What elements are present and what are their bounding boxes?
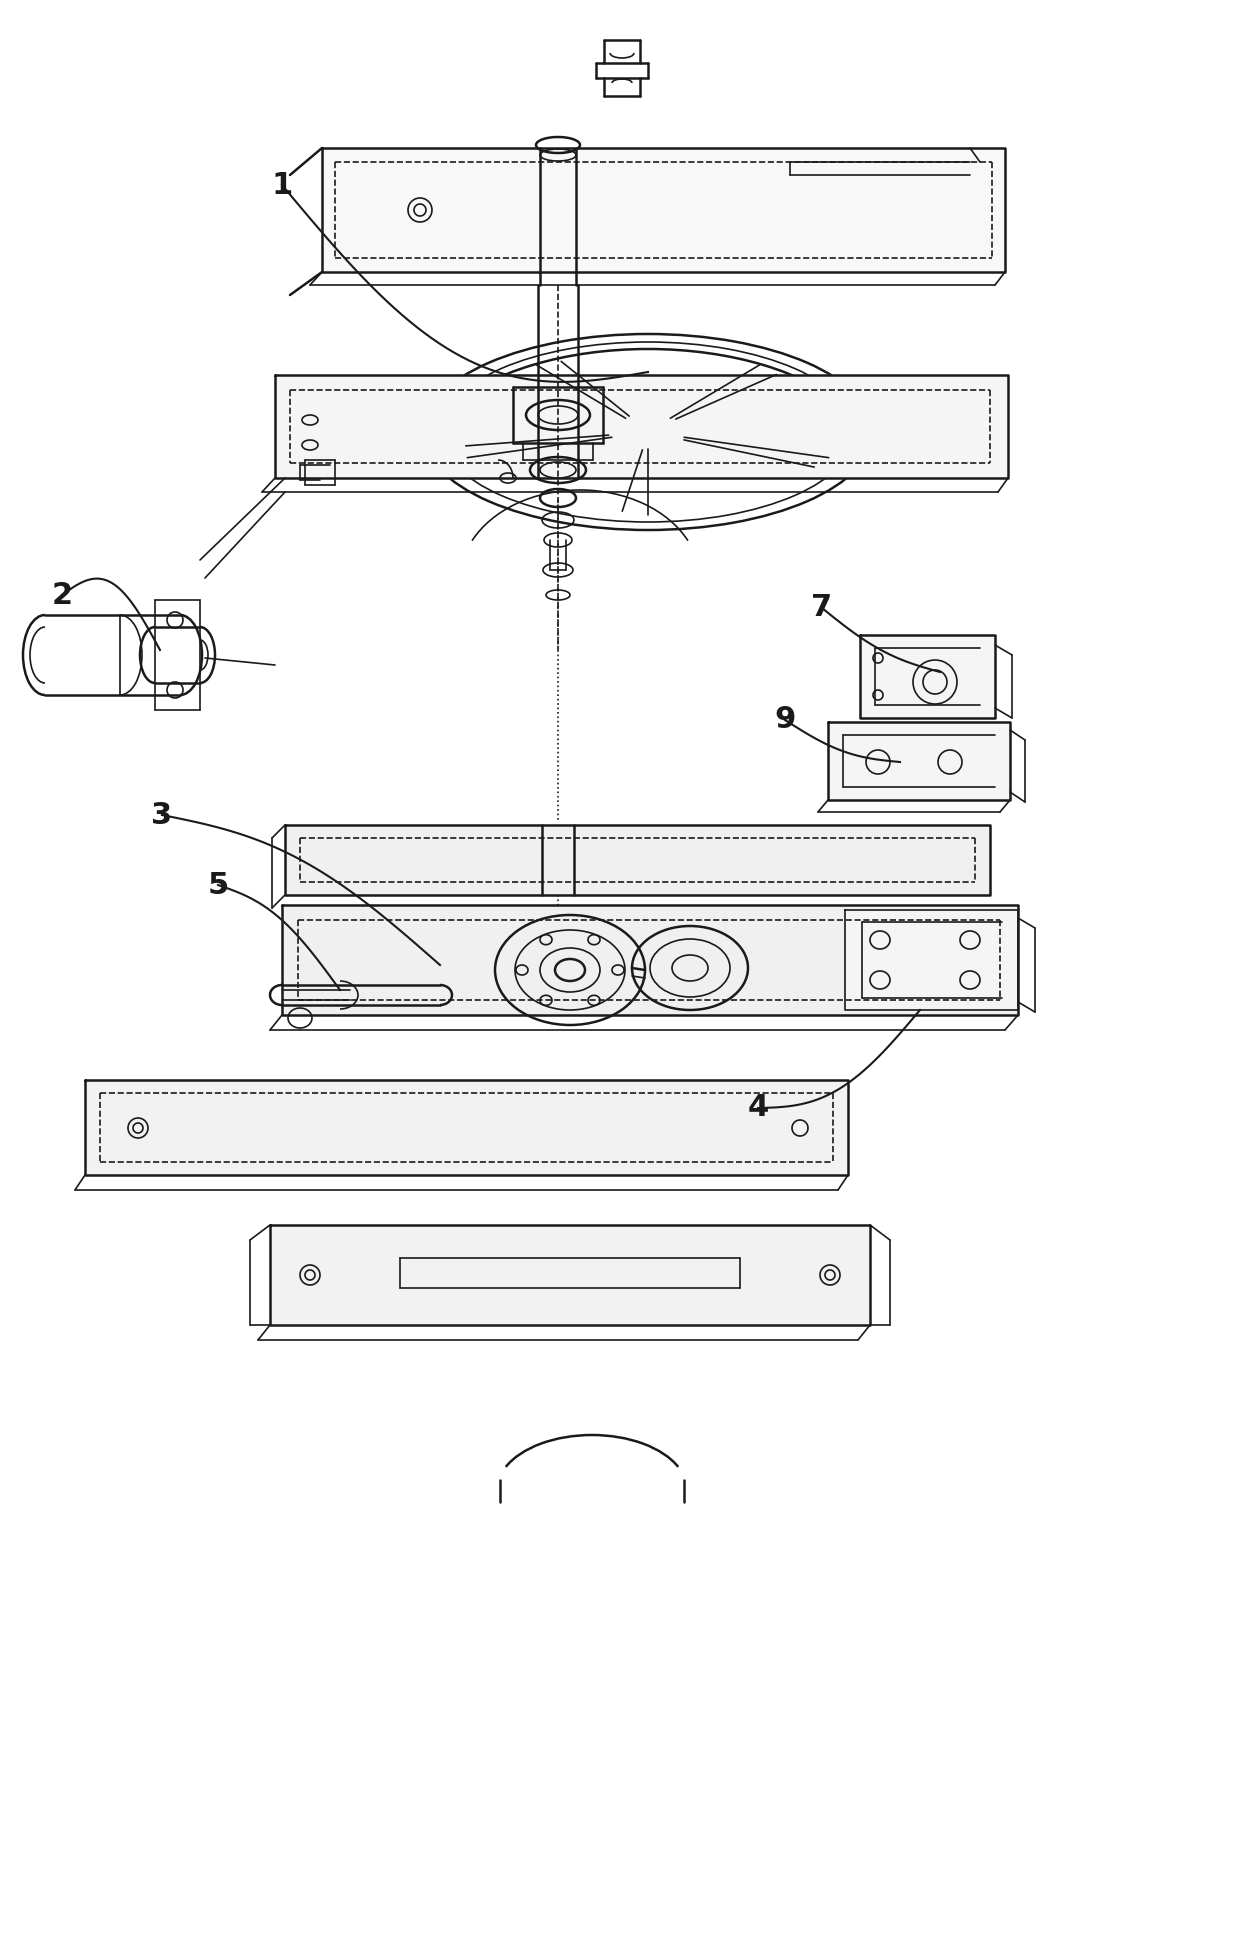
Text: 1: 1 — [272, 170, 293, 199]
Text: 3: 3 — [151, 801, 172, 830]
Text: 7: 7 — [811, 594, 832, 623]
Polygon shape — [281, 904, 1018, 1016]
Text: 2: 2 — [51, 580, 73, 609]
Polygon shape — [861, 635, 994, 719]
Polygon shape — [322, 148, 1004, 271]
Text: 9: 9 — [774, 705, 796, 734]
Polygon shape — [828, 723, 1011, 801]
Polygon shape — [86, 1080, 848, 1176]
Text: 5: 5 — [207, 871, 228, 900]
Polygon shape — [844, 910, 1018, 1010]
Polygon shape — [285, 824, 990, 894]
Polygon shape — [275, 375, 1008, 478]
Text: 4: 4 — [748, 1094, 769, 1123]
Polygon shape — [270, 1225, 870, 1324]
